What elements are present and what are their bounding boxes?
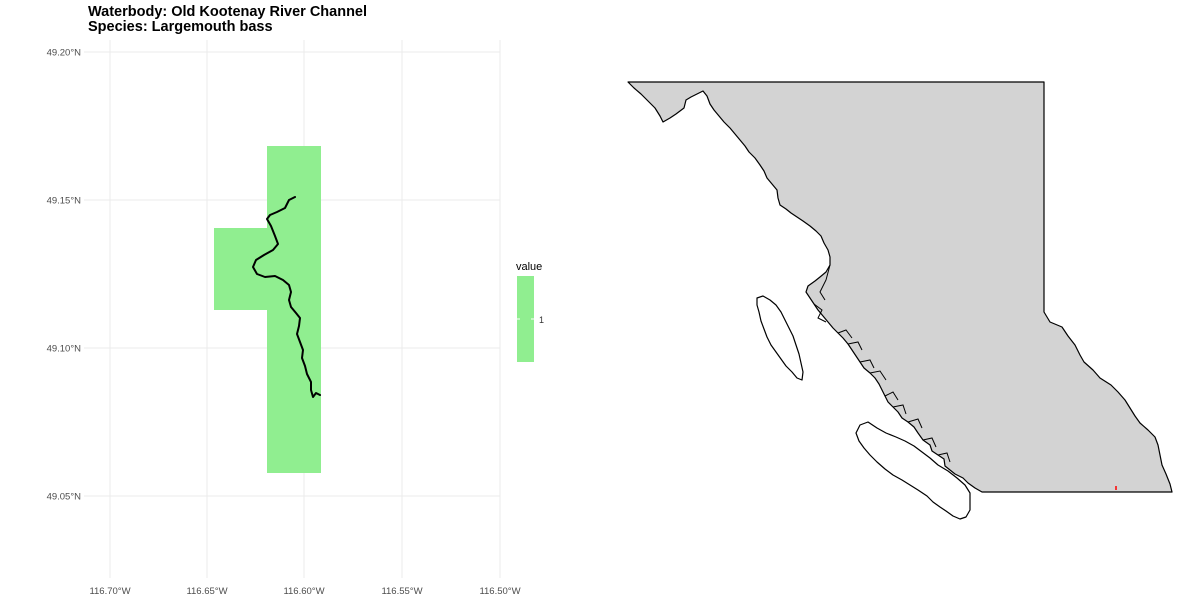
x-tick-label: 116.70°W [89,586,130,597]
y-tick-label: 49.10°N [47,344,82,355]
legend-color-bar [517,276,534,362]
haida-gwaii-islands [756,295,804,381]
y-tick-label: 49.05°N [47,492,82,503]
detail-map-panel: 116.70°W 116.65°W 116.60°W 116.55°W 116.50°W… [47,40,521,597]
legend-title: value [516,261,542,273]
x-tick-label: 116.60°W [283,586,324,597]
river-channel-line [252,196,321,398]
y-tick-label: 49.15°N [47,196,82,207]
vancouver-island [855,421,971,520]
overview-map [627,81,1173,520]
waterbody-title: Waterbody: Old Kootenay River Channel [88,4,368,20]
coastal-inlets [813,264,951,463]
y-tick-label: 49.20°N [47,48,82,59]
legend-label: 1 [539,315,544,325]
species-title: Species: Largemouth bass [88,19,273,35]
legend: value 1 [516,261,544,362]
x-axis-ticks: 116.70°W 116.65°W 116.60°W 116.55°W 116.50°W [89,586,520,597]
x-tick-label: 116.55°W [381,586,422,597]
y-axis-ticks: 49.20°N 49.15°N 49.10°N 49.05°N [47,48,82,503]
bc-mainland-outline [627,81,1173,493]
raster-cells [214,146,321,473]
x-tick-label: 116.50°W [479,586,520,597]
x-tick-label: 116.65°W [186,586,227,597]
